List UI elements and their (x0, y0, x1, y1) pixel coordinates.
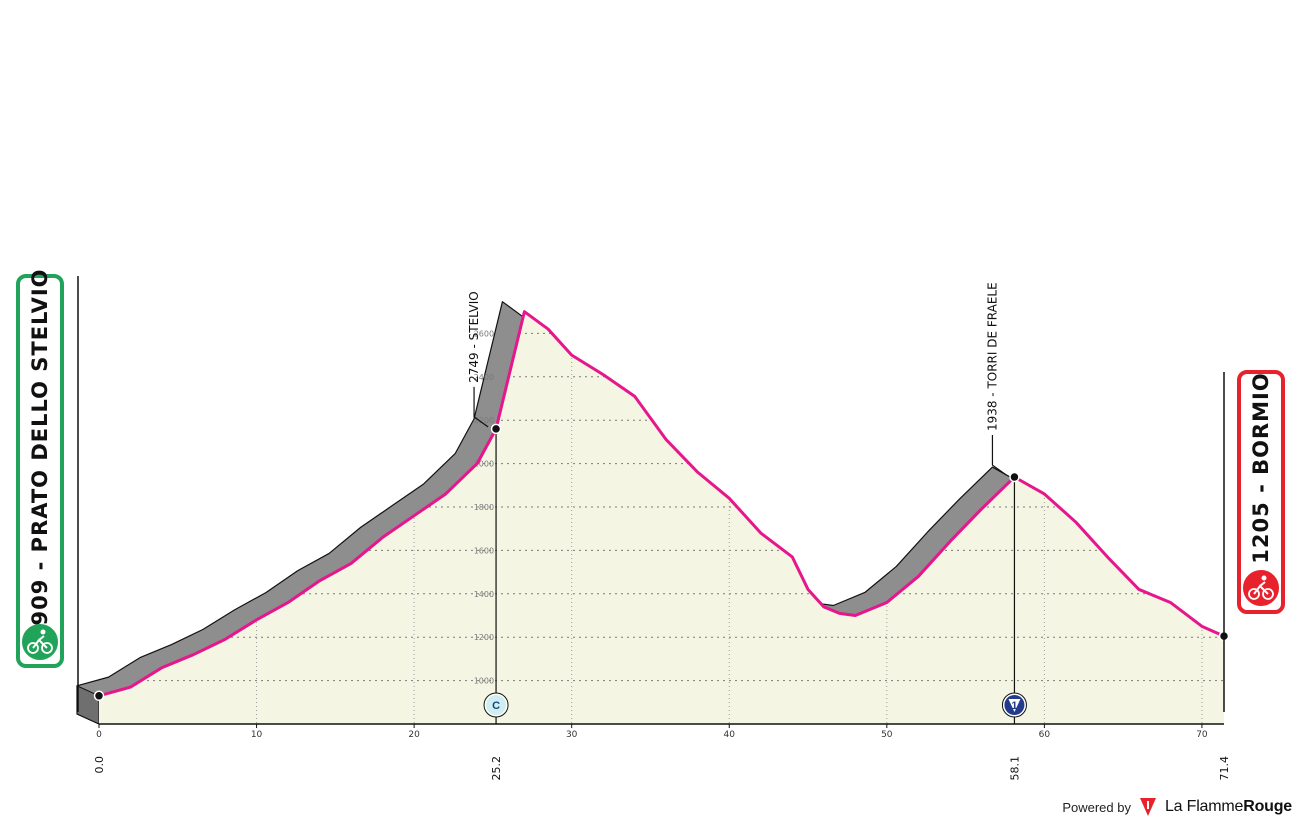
y-tick-label: 2000 (474, 460, 494, 469)
cyclist-icon (27, 629, 53, 654)
waypoint-km-label: 71.4 (1218, 756, 1231, 781)
y-tick-label: 1800 (474, 503, 494, 512)
waypoint-annotation: 2749 - STELVIO (467, 291, 481, 383)
waypoint-dot (490, 423, 502, 435)
x-tick-label: 30 (566, 730, 578, 740)
x-tick-label: 60 (1039, 730, 1051, 740)
profile-line-group (98, 310, 1225, 698)
profile-fill (99, 311, 1224, 724)
powered-by-text: Powered by (1062, 799, 1131, 815)
waypoint-markers: 0.0 25.2 2749 - STELVIO C 58.1 1938 - TORRI D… (93, 282, 1231, 780)
y-tick-label: 2600 (474, 329, 494, 338)
powered-by-footer: Powered by La FlammeRouge (1062, 795, 1292, 819)
finish: 1205 - BORMIO (1223, 370, 1285, 712)
cyclist-icon (1248, 575, 1274, 600)
badge-label: C (492, 700, 500, 712)
category-1-badge-icon: 1 (1001, 692, 1027, 718)
waypoint-dot (93, 690, 105, 702)
y-tick-label: 1400 (474, 590, 494, 599)
waypoint-leader (991, 435, 1007, 476)
waypoint-annotation: 1938 - TORRI DE FRAELE (985, 282, 999, 431)
y-tick-label: 1000 (474, 677, 494, 686)
badge-triangle (1008, 699, 1021, 712)
start-label: 909 - PRATO DELLO STELVIO (28, 268, 52, 625)
y-tick-label: 1600 (474, 546, 494, 555)
badge-disc (486, 695, 507, 715)
start: 909 - PRATO DELLO STELVIO (16, 268, 79, 712)
x-tick-label: 20 (408, 730, 420, 740)
brand-bold: Rouge (1243, 798, 1292, 815)
category-c-badge-icon: C (483, 692, 509, 718)
x-axis: 0 10 20 30 40 50 60 70 (96, 723, 1224, 740)
la-flamme-rouge-brand: La FlammeRouge (1165, 798, 1292, 816)
finish-label: 1205 - BORMIO (1249, 372, 1273, 563)
x-tick-label: 50 (881, 730, 893, 740)
waypoint-leader (473, 386, 489, 428)
y-tick-labels: 1000 1200 1400 1600 1800 2000 2200 2400 2600 (474, 329, 494, 685)
x-tick-label: 0 (96, 730, 102, 740)
waypoint-km-label: 58.1 (1008, 756, 1021, 781)
x-tick-label: 70 (1196, 730, 1208, 740)
x-tick-label: 10 (251, 730, 263, 740)
endpoint-labels: 909 - PRATO DELLO STELVIO 1205 - BORMIO (16, 268, 1285, 712)
waypoint-0: 0.0 (93, 690, 106, 774)
profile-area (99, 311, 1224, 724)
waypoint-dot (1009, 471, 1020, 483)
la-flamme-rouge-logo-icon (1139, 798, 1156, 816)
profile-line (98, 310, 1225, 698)
waypoint-1: 25.2 2749 - STELVIO C (467, 291, 509, 781)
brand-regular: La Flamme (1164, 798, 1244, 815)
waypoint-km-label: 25.2 (490, 756, 503, 781)
badge-label: 1 (1011, 700, 1017, 712)
y-tick-label: 1200 (474, 633, 494, 642)
y-tick-label: 2200 (474, 416, 494, 425)
waypoint-km-label: 0.0 (93, 756, 106, 774)
start-frame (16, 274, 64, 668)
waypoint-2: 58.1 1938 - TORRI DE FRAELE 1 (985, 282, 1027, 781)
y-tick-label: 2400 (474, 373, 494, 382)
finish-frame (1237, 370, 1285, 614)
x-tick-label: 40 (724, 730, 736, 740)
